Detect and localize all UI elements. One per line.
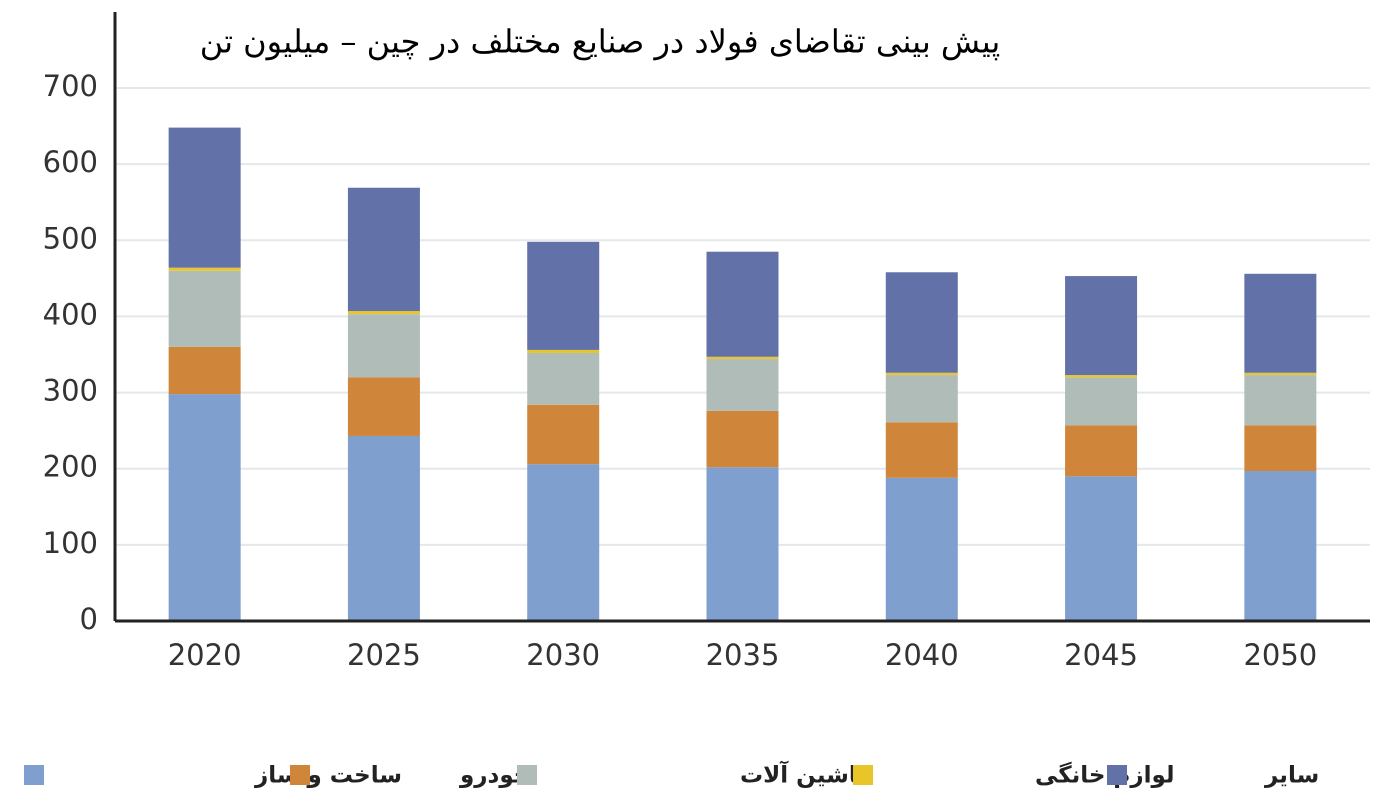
legend-label: ساخت و ساز (254, 763, 402, 789)
bar-segment (527, 352, 600, 405)
bar-segment (1244, 372, 1317, 376)
legend-swatch (1107, 765, 1127, 785)
bar-segment (168, 267, 241, 271)
y-tick-label: 300 (43, 374, 98, 408)
bar-segment (527, 404, 600, 465)
bar-segment (168, 346, 241, 395)
bar-segment (347, 311, 420, 315)
y-tick-label: 700 (43, 69, 98, 103)
bar-segment (1244, 425, 1317, 471)
bar-segment (347, 377, 420, 436)
bar-segment (885, 372, 958, 376)
y-tick-label: 0 (80, 602, 98, 636)
legend-swatch (853, 765, 873, 785)
x-tick-label: 2040 (885, 638, 959, 672)
bar-segment (1065, 377, 1138, 426)
x-tick-label: 2025 (347, 638, 421, 672)
x-tick-label: 2045 (1064, 638, 1138, 672)
bar-segment (168, 127, 241, 268)
chart-title: پیش بینی تقاضای فولاد در صنایع مختلف در … (200, 23, 1001, 61)
bar-segment (168, 270, 241, 347)
bar-segment (1244, 470, 1317, 621)
x-tick-label: 2050 (1243, 638, 1317, 672)
x-tick-label: 2035 (706, 638, 780, 672)
bar-segment (168, 394, 241, 621)
bar-segment (885, 477, 958, 621)
bar-segment (706, 251, 779, 357)
legend-label: لوازم خانگی (1035, 762, 1175, 789)
bar-segment (527, 349, 600, 353)
bar-segment (1065, 425, 1138, 477)
bar-segment (885, 272, 958, 373)
bar-segment (1244, 375, 1317, 426)
legend-label: سایر (1264, 763, 1319, 789)
bar-segment (706, 356, 779, 360)
bar-segment (706, 410, 779, 468)
legend-swatch (517, 765, 537, 785)
bar-segment (527, 241, 600, 350)
bar-segment (347, 314, 420, 378)
bar-segment (1065, 276, 1138, 376)
legend-swatch (24, 765, 44, 785)
y-tick-label: 600 (43, 145, 98, 179)
bar-segment (527, 464, 600, 621)
bar-segment (706, 467, 779, 621)
y-tick-label: 200 (43, 450, 98, 484)
bar-segment (347, 435, 420, 621)
bar-segment (347, 187, 420, 312)
y-tick-label: 400 (43, 297, 98, 331)
y-tick-label: 100 (43, 526, 98, 560)
bar-segment (706, 359, 779, 411)
y-tick-label: 500 (43, 221, 98, 255)
bar-segment (885, 375, 958, 423)
legend-swatch (290, 765, 310, 785)
x-tick-label: 2020 (168, 638, 242, 672)
legend-label: ماشین آلات (740, 760, 872, 789)
bar-segment (1244, 273, 1317, 373)
bar-segment (1065, 375, 1138, 378)
x-tick-label: 2030 (526, 638, 600, 672)
bar-segment (1065, 476, 1138, 621)
bar-segment (885, 422, 958, 478)
